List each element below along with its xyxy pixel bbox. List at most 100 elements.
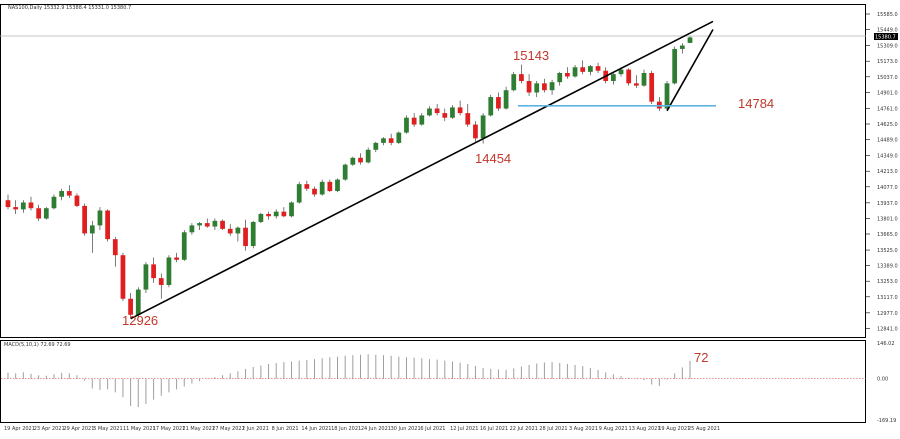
drawn-lines (130, 20, 716, 320)
macd-tick-label: 146.02 (877, 341, 895, 347)
date-tick-label: 23 Apr 2021 (34, 426, 65, 432)
candle-body (465, 113, 471, 125)
date-tick-label: 21 May 2021 (182, 426, 215, 432)
price-tick-label: 13525.0 (877, 248, 898, 254)
price-tick-label: 15037.0 (877, 75, 898, 81)
price-tick-label: 14077.0 (877, 185, 898, 191)
candle-body (549, 82, 555, 91)
price-axis: 15585.0 15449.0 15309.0 15173.0 15037.0 14901… (866, 12, 898, 332)
candle-body (503, 90, 509, 109)
candle-body (120, 255, 126, 299)
candle-body (350, 157, 356, 165)
candle-body (112, 239, 118, 256)
candle-body (151, 264, 156, 279)
candle-body (358, 157, 363, 163)
candle-body (641, 73, 647, 86)
candle-body (273, 211, 279, 217)
candle-body (373, 142, 379, 150)
price-tick-label: 13389.0 (877, 264, 898, 270)
date-tick-label: 2 Jun 2021 (242, 426, 269, 432)
candle-body (557, 73, 563, 83)
candle-body (74, 195, 80, 206)
candle-body (135, 289, 141, 315)
candle-body (565, 73, 570, 77)
candle-body (473, 124, 478, 139)
candle-body (480, 115, 486, 139)
candle-body (105, 210, 110, 240)
candle-body (542, 83, 547, 91)
date-tick-label: 11 May 2021 (123, 426, 156, 432)
candle-body (212, 220, 218, 227)
candle-body (580, 67, 586, 72)
high-annotation: 15143 (513, 48, 549, 63)
candle-body (633, 83, 639, 86)
candle-body (197, 223, 202, 226)
current-price-badge (874, 33, 898, 40)
date-tick-label: 19 Apr 2021 (4, 426, 35, 432)
date-tick-label: 12 Jul 2021 (450, 426, 478, 432)
candle-body (664, 83, 670, 109)
candle-body (128, 298, 133, 315)
date-tick-label: 9 Aug 2021 (599, 426, 628, 432)
candle-body (235, 227, 241, 234)
trendline (666, 29, 714, 112)
price-tick-label: 12841.0 (877, 326, 898, 332)
candle-body (296, 184, 302, 203)
price-tick-label: 13937.0 (877, 201, 898, 207)
candle-body (227, 228, 233, 234)
price-tick-label: 15585.0 (877, 12, 898, 18)
candle-body (342, 164, 348, 180)
candle-body (649, 73, 655, 102)
date-tick-label: 25 Aug 2021 (688, 426, 720, 432)
candle-body (434, 108, 440, 114)
price-tick-label: 13665.0 (877, 232, 898, 238)
date-tick-label: 19 Aug 2021 (658, 426, 690, 432)
date-tick-label: 3 Aug 2021 (569, 426, 598, 432)
macd-info: MACD(5,10,1) 72.69 72.69 (4, 342, 71, 348)
price-tick-label: 14349.0 (877, 154, 898, 160)
macd-histogram: 146.02 0.00 -169.19 (1, 341, 896, 424)
candle-body (97, 210, 103, 226)
candle-body (388, 138, 394, 143)
candle-body (365, 149, 371, 163)
macd-annotation: 72 (694, 350, 708, 365)
candle-body (496, 97, 501, 109)
price-tick-label: 15309.0 (877, 44, 898, 50)
candle-body (258, 213, 264, 222)
candle-body (526, 81, 532, 93)
price-tick-label: 13253.0 (877, 279, 898, 285)
candle-body (281, 211, 287, 217)
price-tick-label: 14213.0 (877, 169, 898, 175)
macd-tick-label: 0.00 (877, 377, 888, 383)
trendline (130, 20, 714, 320)
date-tick-label: 5 May 2021 (93, 426, 122, 432)
candle-body (327, 181, 333, 192)
candle-body (43, 208, 49, 219)
date-tick-label: 27 May 2021 (212, 426, 245, 432)
candle-body (411, 117, 417, 125)
date-tick-label: 6 Jul 2021 (420, 426, 445, 432)
candle-body (20, 202, 26, 210)
candle-body (679, 45, 685, 49)
candle-body (5, 200, 11, 208)
candle-body (66, 191, 72, 196)
price-tick-label: 14761.0 (877, 106, 898, 112)
candle-body (82, 205, 88, 234)
price-tick-label: 12977.0 (877, 311, 898, 317)
candle-body (595, 66, 601, 71)
candle-body (189, 225, 195, 233)
candle-body (396, 132, 402, 143)
candle-body (404, 117, 409, 133)
price-tick-label: 14625.0 (877, 122, 898, 128)
candle-body (319, 181, 325, 195)
candle-body (266, 213, 271, 217)
candle-body (304, 184, 310, 189)
candle-body (250, 221, 256, 247)
candle-body (51, 196, 57, 209)
candle-body (143, 264, 149, 290)
candle-body (335, 179, 340, 192)
price-tick-label: 15173.0 (877, 59, 898, 65)
date-tick-label: 17 May 2021 (153, 426, 186, 432)
